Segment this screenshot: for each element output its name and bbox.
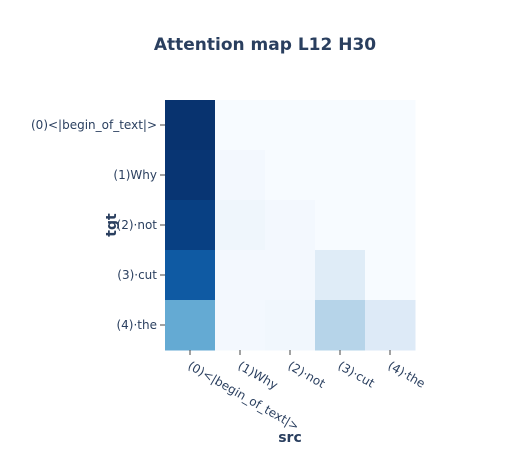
heatmap-cell	[215, 200, 266, 251]
x-tick-label: (3)·cut	[336, 358, 378, 390]
heatmap-cell	[365, 150, 416, 201]
heatmap-cell	[165, 250, 216, 301]
heatmap-cells	[165, 100, 416, 351]
heatmap-cell	[265, 250, 316, 301]
heatmap-cell	[165, 200, 216, 251]
y-axis-title: tgt	[104, 213, 120, 237]
heatmap-cell	[265, 100, 316, 151]
y-axis-ticks: (0)<|begin_of_text|> (1)Why (2)·not (3)·cut…	[31, 118, 165, 332]
heatmap-cell	[165, 300, 216, 351]
heatmap-cell	[365, 300, 416, 351]
heatmap-cell	[165, 150, 216, 201]
chart-title: Attention map L12 H30	[154, 35, 376, 55]
x-tick-label: (4)·the	[386, 358, 428, 390]
heatmap-cell	[215, 300, 266, 351]
heatmap-cell	[365, 250, 416, 301]
heatmap-cell	[265, 300, 316, 351]
heatmap-cell	[315, 150, 366, 201]
x-axis-ticks: (0)<|begin_of_text|>(1)Why (2)·not (3)·cut…	[186, 350, 428, 434]
y-tick-label: (2)·not	[117, 218, 158, 232]
heatmap-cell	[365, 200, 416, 251]
heatmap-cell	[265, 150, 316, 201]
x-axis-title: src	[278, 430, 302, 446]
heatmap-cell	[165, 100, 216, 151]
heatmap-cell	[315, 250, 366, 301]
heatmap-cell	[215, 150, 266, 201]
x-tick-label: (2)·not	[286, 358, 328, 391]
heatmap-cell	[315, 200, 366, 251]
heatmap-cell	[365, 100, 416, 151]
y-tick-label: (1)Why	[113, 168, 157, 182]
heatmap-cell	[215, 250, 266, 301]
y-tick-label: (4)·the	[116, 318, 157, 332]
y-tick-label: (3)·cut	[117, 268, 157, 282]
heatmap-cell	[315, 300, 366, 351]
heatmap-cell	[265, 200, 316, 251]
y-tick-label: (0)<|begin_of_text|>	[31, 118, 157, 132]
heatmap-cell	[215, 100, 266, 151]
heatmap-cell	[315, 100, 366, 151]
